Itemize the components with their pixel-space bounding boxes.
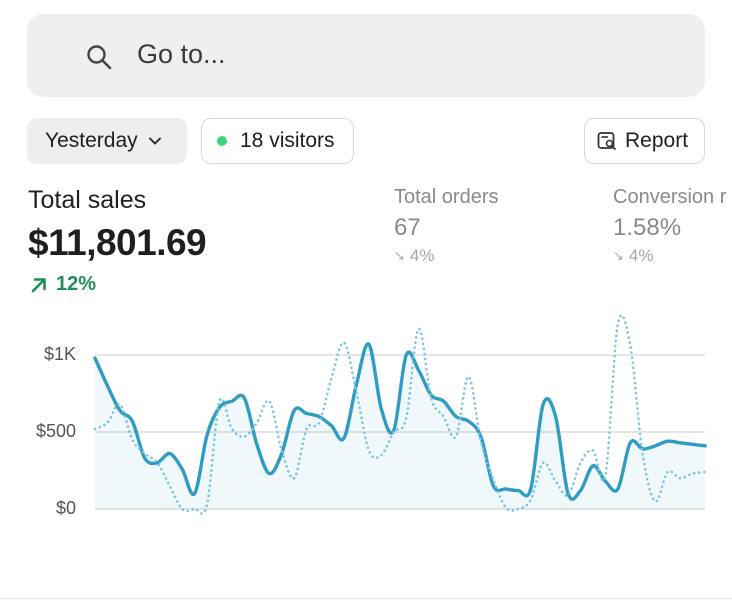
arrow-down-right-icon: ↘ — [394, 248, 405, 263]
total-sales-change-value: 12% — [56, 273, 97, 295]
period-dropdown[interactable]: Yesterday — [27, 118, 187, 164]
total-orders-change: ↘ 4% — [394, 246, 434, 266]
total-sales-value: $11,801.69 — [28, 222, 207, 263]
y-tick-label: $1K — [43, 344, 76, 364]
conversion-label: Conversion r — [613, 186, 727, 208]
search-bar[interactable]: Go to... — [27, 14, 705, 97]
chevron-down-icon — [148, 137, 161, 145]
live-status-dot — [217, 136, 227, 146]
report-icon — [597, 132, 616, 150]
series-line-comparison — [93, 314, 707, 515]
total-orders-change-value: 4% — [409, 246, 435, 265]
total-sales-change: 12% — [30, 273, 96, 296]
live-visitors-button[interactable]: 18 visitors — [201, 118, 354, 164]
y-tick-label: $500 — [35, 421, 76, 441]
y-tick-label: $0 — [55, 498, 76, 518]
conversion-change: ↘ 4% — [613, 246, 653, 266]
total-orders-label: Total orders — [394, 186, 499, 208]
arrow-down-right-icon: ↘ — [613, 248, 624, 263]
visitors-label: 18 visitors — [240, 129, 335, 152]
arrow-up-right-icon — [31, 277, 46, 292]
report-button[interactable]: Report — [584, 118, 705, 164]
conversion-value: 1.58% — [613, 214, 682, 241]
search-icon — [87, 45, 112, 70]
divider — [0, 598, 732, 599]
sales-chart — [93, 314, 707, 515]
report-label: Report — [625, 129, 689, 152]
total-sales-label: Total sales — [28, 186, 147, 214]
series-line-current — [93, 342, 707, 501]
series-area — [95, 343, 705, 509]
search-input[interactable]: Go to... — [137, 39, 226, 69]
period-label: Yesterday — [45, 129, 138, 152]
conversion-change-value: 4% — [628, 246, 654, 265]
total-orders-value: 67 — [394, 214, 421, 241]
